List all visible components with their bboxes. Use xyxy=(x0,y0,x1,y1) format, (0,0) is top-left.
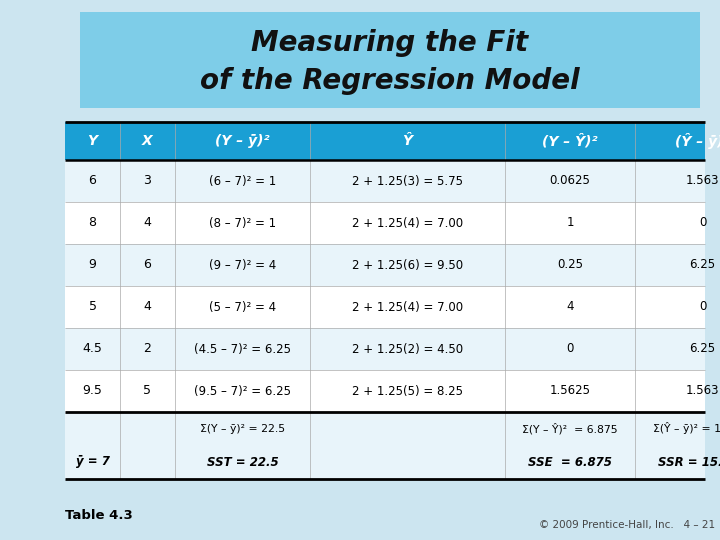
Text: SST = 22.5: SST = 22.5 xyxy=(207,456,279,469)
Text: 1.563: 1.563 xyxy=(685,174,719,187)
Bar xyxy=(80,12,700,108)
Text: Measuring the Fit: Measuring the Fit xyxy=(251,29,528,57)
Text: Σ(Y – ȳ)² = 22.5: Σ(Y – ȳ)² = 22.5 xyxy=(200,423,285,434)
Text: Y: Y xyxy=(88,134,97,148)
Text: (Ŷ – ȳ)²: (Ŷ – ȳ)² xyxy=(675,133,720,149)
Text: 9: 9 xyxy=(89,259,96,272)
Bar xyxy=(65,122,705,160)
Text: 4: 4 xyxy=(566,300,574,314)
Text: 4: 4 xyxy=(143,217,151,230)
Text: 4: 4 xyxy=(143,300,151,314)
Text: Table 4.3: Table 4.3 xyxy=(65,509,132,522)
Text: ȳ = 7: ȳ = 7 xyxy=(76,456,109,469)
Text: 6: 6 xyxy=(89,174,96,187)
Bar xyxy=(65,160,705,202)
Text: 9.5: 9.5 xyxy=(83,384,102,397)
Text: 8: 8 xyxy=(89,217,96,230)
Text: 4.5: 4.5 xyxy=(83,342,102,355)
Text: 3: 3 xyxy=(143,174,151,187)
Text: 6.25: 6.25 xyxy=(690,342,716,355)
Text: (9 – 7)² = 4: (9 – 7)² = 4 xyxy=(209,259,276,272)
Text: (Y – Ŷ)²: (Y – Ŷ)² xyxy=(542,134,598,148)
Text: of the Regression Model: of the Regression Model xyxy=(200,67,580,95)
Text: 5: 5 xyxy=(143,384,151,397)
Text: 2 + 1.25(5) = 8.25: 2 + 1.25(5) = 8.25 xyxy=(352,384,463,397)
Text: 6: 6 xyxy=(143,259,151,272)
Text: 2 + 1.25(6) = 9.50: 2 + 1.25(6) = 9.50 xyxy=(352,259,463,272)
Text: 0: 0 xyxy=(699,300,706,314)
Text: 0: 0 xyxy=(567,342,574,355)
Bar xyxy=(65,328,705,370)
Bar xyxy=(65,370,705,412)
Text: Σ(Y – Ŷ)²  = 6.875: Σ(Y – Ŷ)² = 6.875 xyxy=(522,423,618,434)
Text: (6 – 7)² = 1: (6 – 7)² = 1 xyxy=(209,174,276,187)
Text: 2 + 1.25(2) = 4.50: 2 + 1.25(2) = 4.50 xyxy=(352,342,463,355)
Text: SSE  = 6.875: SSE = 6.875 xyxy=(528,456,612,469)
Text: 5: 5 xyxy=(89,300,96,314)
Text: 6.25: 6.25 xyxy=(690,259,716,272)
Bar xyxy=(65,412,705,445)
Text: SSR = 15.625: SSR = 15.625 xyxy=(658,456,720,469)
Text: 2 + 1.25(4) = 7.00: 2 + 1.25(4) = 7.00 xyxy=(352,300,463,314)
Text: 2 + 1.25(3) = 5.75: 2 + 1.25(3) = 5.75 xyxy=(352,174,463,187)
Text: 1.563: 1.563 xyxy=(685,384,719,397)
Text: (8 – 7)² = 1: (8 – 7)² = 1 xyxy=(209,217,276,230)
Bar xyxy=(65,445,705,479)
Text: 0.25: 0.25 xyxy=(557,259,583,272)
Bar xyxy=(65,202,705,244)
Text: © 2009 Prentice-Hall, Inc.   4 – 21: © 2009 Prentice-Hall, Inc. 4 – 21 xyxy=(539,520,715,530)
Text: 2: 2 xyxy=(143,342,151,355)
Bar xyxy=(65,286,705,328)
Text: 1.5625: 1.5625 xyxy=(549,384,590,397)
Text: Ŷ: Ŷ xyxy=(402,134,413,148)
Text: 1: 1 xyxy=(566,217,574,230)
Text: (4.5 – 7)² = 6.25: (4.5 – 7)² = 6.25 xyxy=(194,342,291,355)
Text: (9.5 – 7)² = 6.25: (9.5 – 7)² = 6.25 xyxy=(194,384,291,397)
Text: (Y – ȳ)²: (Y – ȳ)² xyxy=(215,134,270,148)
Text: X: X xyxy=(142,134,153,148)
Text: Σ(Ŷ – ȳ)² = 15.625: Σ(Ŷ – ȳ)² = 15.625 xyxy=(653,422,720,435)
Text: 0: 0 xyxy=(699,217,706,230)
Text: 0.0625: 0.0625 xyxy=(549,174,590,187)
Text: 2 + 1.25(4) = 7.00: 2 + 1.25(4) = 7.00 xyxy=(352,217,463,230)
Text: (5 – 7)² = 4: (5 – 7)² = 4 xyxy=(209,300,276,314)
Bar xyxy=(65,244,705,286)
